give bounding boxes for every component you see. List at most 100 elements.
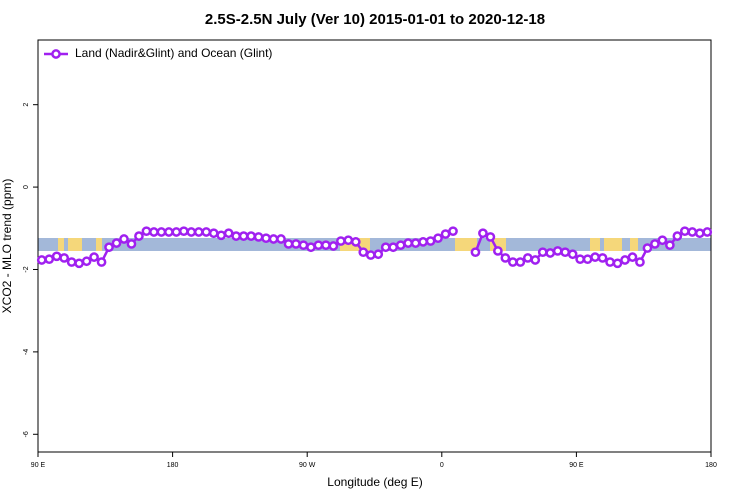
x-tick-label: 180 [167,462,179,469]
data-point [253,232,264,242]
data-point [261,233,271,244]
data-point [201,227,212,237]
x-axis-label: Longitude (deg E) [327,475,422,489]
data-point [515,257,526,267]
legend-marker [51,49,61,59]
data-point [500,253,511,263]
data-point [388,242,399,253]
y-tick-label: 0 [23,185,30,189]
data-point [485,232,496,242]
data-point [365,250,376,260]
data-point [552,246,563,256]
x-tick-label: 0 [440,462,444,469]
data-point [298,240,309,251]
data-point [679,226,690,237]
legend-label: Land (Nadir&Glint) and Ocean (Glint) [75,46,272,60]
data-point [650,239,660,249]
data-point [89,252,99,262]
x-tick-label: 180 [705,462,717,469]
x-tick-label: 90 E [569,462,584,469]
data-point [493,246,503,256]
data-point [164,227,174,237]
data-point [597,253,608,263]
data-point [433,233,443,244]
data-point [156,227,167,237]
data-point [141,226,152,237]
data-point [395,240,406,251]
data-point [612,258,623,269]
data-point [81,256,92,267]
data-point [657,235,668,246]
data-point [507,257,518,267]
data-point [627,252,638,262]
data-point [590,252,600,262]
data-point [687,227,698,237]
data-point [410,238,421,248]
data-point [208,228,219,239]
data-point [291,239,301,249]
data-point [418,237,428,247]
data-point [119,234,129,244]
data-point [635,257,645,267]
data-point [246,231,256,241]
x-tick-label: 90 E [31,462,46,469]
data-point [336,236,346,246]
data-point [575,254,585,265]
y-tick-label: 2 [23,103,30,107]
data-point [380,242,391,253]
data-point [283,239,294,249]
data-point [178,226,189,237]
data-point [313,240,324,251]
data-point [440,229,451,239]
data-point [171,227,182,237]
data-point [321,240,331,251]
data-point [36,255,47,265]
data-point [126,239,137,249]
data-point [425,236,436,246]
data-point [343,235,354,246]
data-point [66,257,77,267]
data-point [51,251,62,262]
data-point [358,247,369,258]
data-point [238,231,249,241]
data-point [149,227,159,237]
y-tick-label: -6 [23,431,30,437]
data-point [328,241,339,251]
data-point [642,243,653,253]
data-point [373,249,384,260]
data-point [276,234,286,244]
data-point [186,227,197,237]
data-point [223,228,234,239]
data-point [567,249,578,260]
data-point [231,231,242,241]
data-point [470,247,481,258]
data-point [193,227,204,237]
data-point [694,228,705,239]
x-tick-label: 90 W [299,462,316,469]
data-point [104,242,114,253]
y-tick-label: -4 [23,349,30,355]
data-point [403,238,413,248]
y-tick-label: -2 [23,266,30,272]
data-point [350,237,361,247]
data-point [268,234,279,244]
data-point [620,255,630,265]
y-axis-label: XCO2 - MLO trend (ppm) [0,179,14,314]
data-point [134,231,144,241]
data-point [702,227,713,237]
data-point [44,254,55,265]
data-point [545,248,556,258]
data-point [560,247,571,258]
data-point [478,228,488,239]
data-point [59,253,70,263]
data-point [74,258,84,269]
data-point [665,240,675,251]
data-point [537,247,548,258]
data-point [216,230,227,241]
data-point [96,257,107,267]
data-point [306,242,316,253]
data-point [530,255,541,265]
data-point [448,226,458,237]
data-point [672,231,683,241]
